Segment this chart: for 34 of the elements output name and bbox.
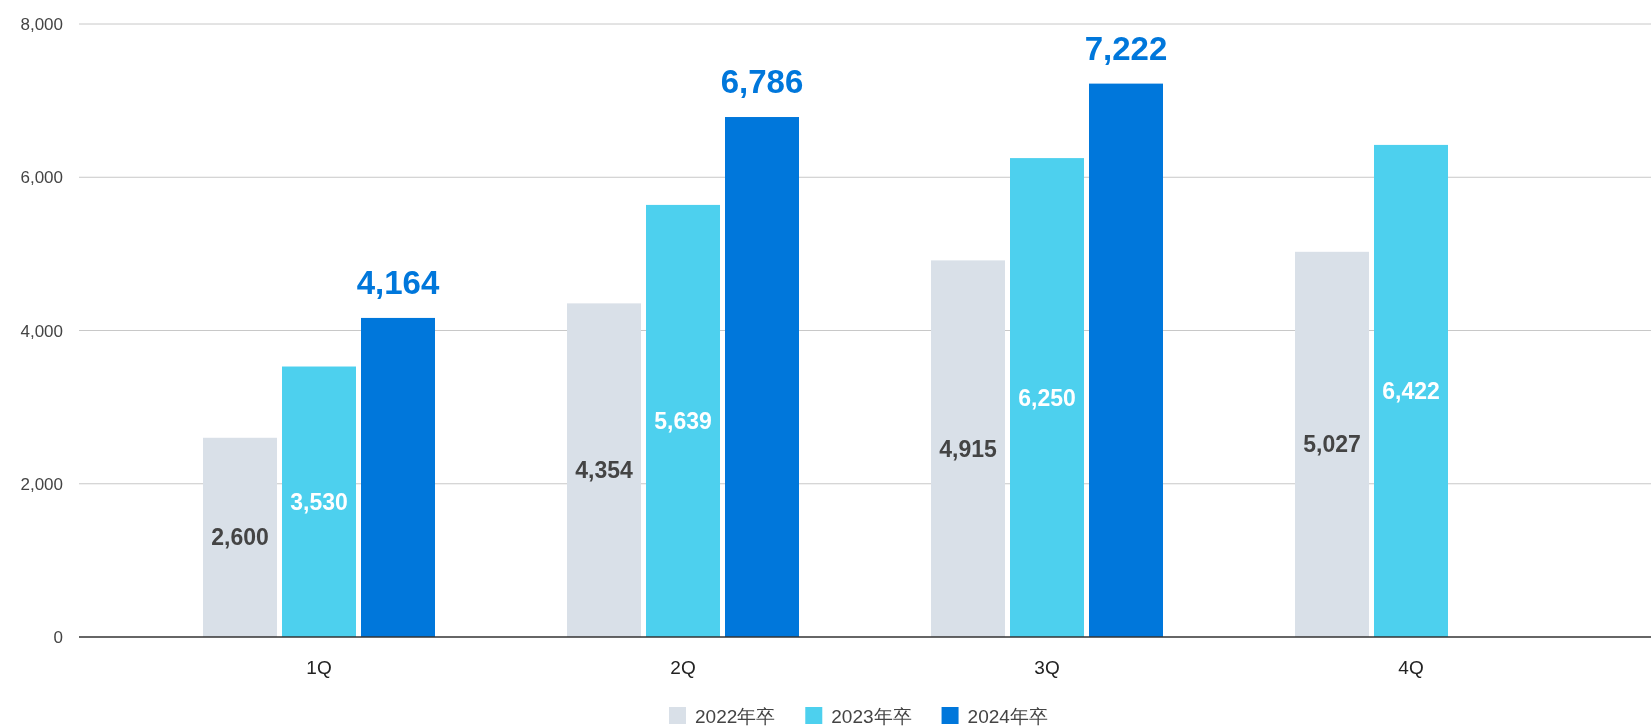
data-label: 4,915	[939, 435, 997, 462]
data-label: 6,250	[1018, 384, 1076, 411]
data-label: 5,639	[654, 407, 712, 434]
data-label: 2,600	[211, 524, 269, 551]
x-tick-label: 3Q	[1034, 657, 1060, 678]
data-label: 3,530	[290, 488, 348, 515]
bar	[725, 117, 799, 637]
bar	[203, 437, 277, 637]
data-label: 4,354	[575, 457, 633, 484]
x-tick-label: 4Q	[1398, 657, 1424, 678]
data-label: 6,422	[1382, 377, 1440, 404]
y-tick-label: 4,000	[20, 321, 63, 341]
bar	[282, 366, 356, 637]
y-tick-label: 2,000	[20, 474, 63, 494]
data-label: 5,027	[1303, 431, 1361, 458]
bar	[567, 303, 641, 637]
bar	[1374, 144, 1448, 637]
data-label: 7,222	[1084, 29, 1168, 67]
legend-label: 2024年卒	[967, 706, 1048, 727]
x-tick-label: 1Q	[306, 657, 332, 678]
bar	[361, 317, 435, 637]
x-tick-label: 2Q	[670, 657, 696, 678]
data-label: 4,164	[356, 263, 440, 301]
bar	[931, 260, 1005, 637]
legend-label: 2023年卒	[831, 706, 912, 727]
y-tick-label: 0	[53, 628, 63, 647]
y-tick-label: 6,000	[20, 168, 63, 188]
bar	[1089, 83, 1163, 637]
bar	[1295, 251, 1369, 637]
data-label: 6,786	[720, 63, 804, 101]
legend-label: 2022年卒	[695, 706, 776, 727]
bar	[646, 204, 720, 637]
bar	[1010, 158, 1084, 637]
y-tick-label: 8,000	[20, 15, 63, 34]
